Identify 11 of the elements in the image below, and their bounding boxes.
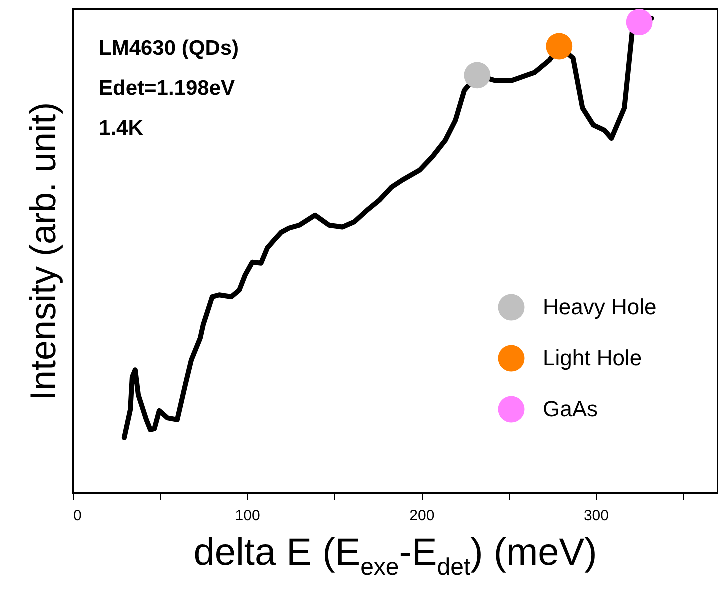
legend-label: Light Hole: [543, 346, 642, 370]
x-tick-label: 200: [410, 508, 435, 524]
y-axis-title: Intensity (arb. unit): [22, 102, 64, 401]
x-tick-label: 300: [584, 508, 609, 524]
legend-label: GaAs: [543, 396, 598, 422]
annotation: 1.4K: [99, 117, 144, 140]
annotation: Edet=1.198eV: [99, 77, 236, 100]
x-tick-label: 0: [74, 508, 82, 524]
annotation: LM4630 (QDs): [99, 37, 240, 60]
legend-label: Heavy Hole: [543, 294, 657, 320]
x-tick-label: 100: [235, 508, 260, 524]
